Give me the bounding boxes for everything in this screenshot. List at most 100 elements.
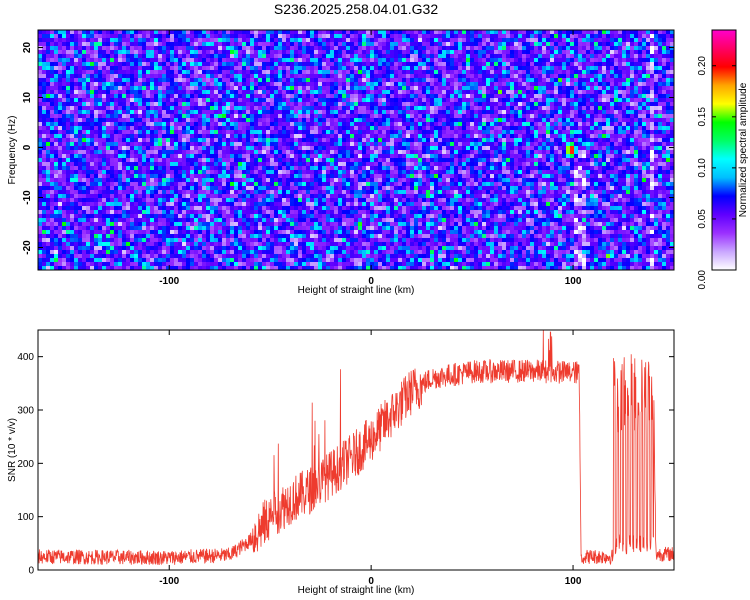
heatmap-cell — [346, 110, 350, 114]
heatmap-cell — [318, 118, 322, 122]
heatmap-cell — [594, 66, 598, 70]
heatmap-cell — [190, 94, 194, 98]
heatmap-cell — [386, 82, 390, 86]
heatmap-cell — [442, 98, 446, 102]
heatmap-cell — [658, 126, 662, 130]
heatmap-cell — [242, 78, 246, 82]
heatmap-cell — [430, 134, 434, 138]
heatmap-cell — [658, 30, 662, 34]
heatmap-cell — [246, 142, 250, 146]
heatmap-cell — [390, 138, 394, 142]
heatmap-cell — [418, 126, 422, 130]
heatmap-cell — [538, 110, 542, 114]
heatmap-cell — [422, 82, 426, 86]
heatmap-cell — [474, 150, 478, 154]
heatmap-cell — [658, 90, 662, 94]
heatmap-cell — [310, 130, 314, 134]
heatmap-cell — [402, 94, 406, 98]
heatmap-cell — [354, 54, 358, 58]
heatmap-cell — [130, 98, 134, 102]
heatmap-cell — [366, 142, 370, 146]
heatmap-cell — [254, 122, 258, 126]
heatmap-cell — [162, 86, 166, 90]
heatmap-cell — [590, 90, 594, 94]
heatmap-cell — [394, 90, 398, 94]
heatmap-cell — [414, 82, 418, 86]
heatmap-cell — [266, 46, 270, 50]
heatmap-cell — [338, 142, 342, 146]
heatmap-cell — [374, 58, 378, 62]
heatmap-cell — [114, 86, 118, 90]
heatmap-cell — [302, 34, 306, 38]
heatmap-cell — [430, 110, 434, 114]
heatmap-cell — [542, 82, 546, 86]
heatmap-cell — [374, 138, 378, 142]
heatmap-cell — [82, 90, 86, 94]
heatmap-cell — [46, 74, 50, 78]
heatmap-cell — [418, 62, 422, 66]
heatmap-cell — [154, 78, 158, 82]
heatmap-cell — [114, 118, 118, 122]
heatmap-cell — [570, 126, 574, 130]
heatmap-cell — [578, 94, 582, 98]
heatmap-cell — [446, 122, 450, 126]
heatmap-cell — [506, 78, 510, 82]
heatmap-cell — [322, 42, 326, 46]
heatmap-cell — [466, 102, 470, 106]
heatmap-cell — [434, 94, 438, 98]
heatmap-cell — [450, 62, 454, 66]
heatmap-cell — [590, 126, 594, 130]
heatmap-cell — [210, 38, 214, 42]
heatmap-cell — [586, 66, 590, 70]
heatmap-cell — [538, 94, 542, 98]
heatmap-cell — [98, 94, 102, 98]
heatmap-cell — [382, 86, 386, 90]
heatmap-cell — [458, 130, 462, 134]
heatmap-cell — [482, 78, 486, 82]
heatmap-cell — [246, 106, 250, 110]
heatmap-cell — [250, 70, 254, 74]
heatmap-cell — [662, 134, 666, 138]
heatmap-cell — [298, 154, 302, 158]
heatmap-cell — [662, 30, 666, 34]
heatmap-cell — [490, 114, 494, 118]
heatmap-cell — [266, 98, 270, 102]
heatmap-cell — [102, 78, 106, 82]
heatmap-cell — [466, 74, 470, 78]
heatmap-cell — [90, 106, 94, 110]
heatmap-cell — [538, 102, 542, 106]
heatmap-cell — [86, 50, 90, 54]
heatmap-cell — [606, 54, 610, 58]
heatmap-cell — [402, 42, 406, 46]
heatmap-cell — [282, 82, 286, 86]
heatmap-cell — [422, 134, 426, 138]
heatmap-cell — [166, 118, 170, 122]
heatmap-cell — [298, 106, 302, 110]
heatmap-cell — [174, 126, 178, 130]
heatmap-cell — [538, 122, 542, 126]
heatmap-cell — [214, 94, 218, 98]
heatmap-cell — [394, 54, 398, 58]
heatmap-cell — [574, 130, 578, 134]
heatmap-cell — [206, 66, 210, 70]
heatmap-cell — [110, 130, 114, 134]
heatmap-cell — [386, 86, 390, 90]
heatmap-cell — [222, 78, 226, 82]
heatmap-cell — [46, 138, 50, 142]
heatmap-cell — [166, 62, 170, 66]
heatmap-cell — [314, 34, 318, 38]
heatmap-cell — [570, 114, 574, 118]
heatmap-cell — [398, 126, 402, 130]
heatmap-cell — [622, 90, 626, 94]
heatmap-cell — [62, 70, 66, 74]
heatmap-cell — [286, 114, 290, 118]
heatmap-cell — [118, 30, 122, 34]
heatmap-cell — [610, 90, 614, 94]
heatmap-cell — [410, 82, 414, 86]
heatmap-cell — [302, 114, 306, 118]
heatmap-cell — [346, 126, 350, 130]
heatmap-cell — [182, 142, 186, 146]
heatmap-cell — [586, 34, 590, 38]
heatmap-cell — [578, 34, 582, 38]
heatmap-cell — [434, 70, 438, 74]
